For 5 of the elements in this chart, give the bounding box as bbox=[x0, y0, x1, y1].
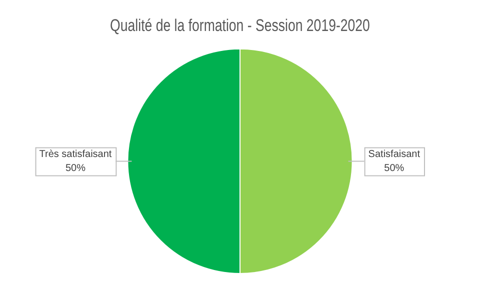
data-label: 50% bbox=[65, 162, 86, 174]
slice-label: Satisfaisant bbox=[368, 148, 420, 160]
chart-title: Qualité de la formation - Session 2019-2020 bbox=[110, 16, 370, 36]
slice-label: Très satisfaisant bbox=[39, 148, 112, 160]
data-label: 50% bbox=[384, 162, 404, 174]
